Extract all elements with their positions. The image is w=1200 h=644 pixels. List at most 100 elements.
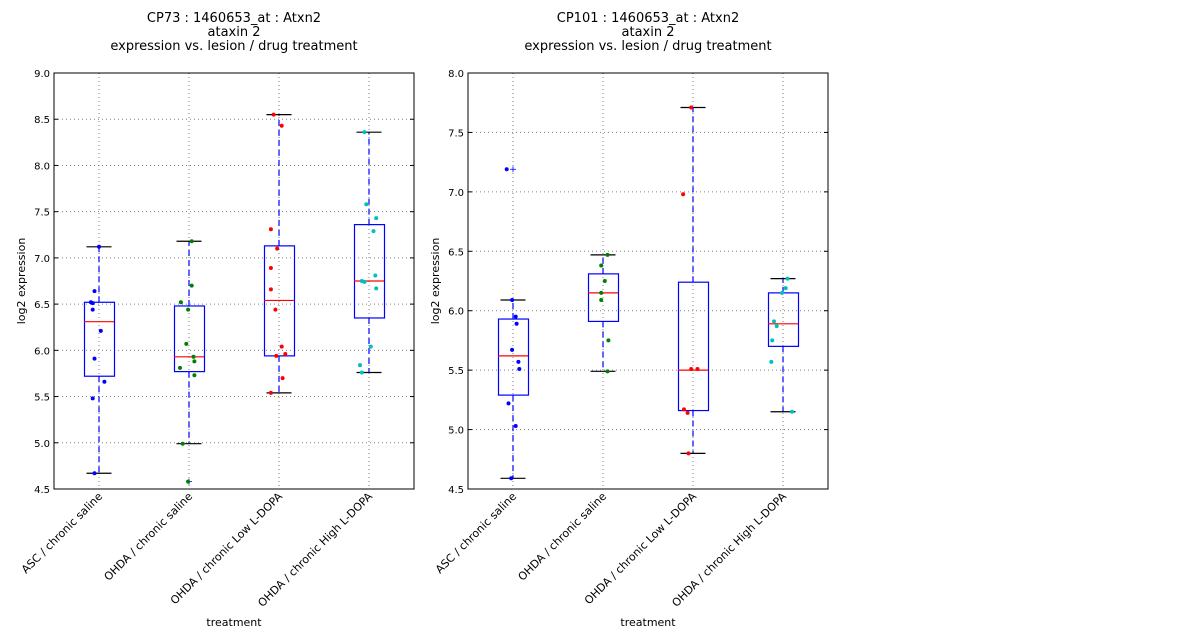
data-point [517, 366, 522, 371]
data-point [513, 424, 518, 429]
box-iqr [767, 292, 800, 347]
data-point [374, 286, 379, 291]
box-iqr [677, 281, 710, 412]
data-point [268, 287, 273, 292]
y-tick-label: 7.0 [448, 188, 464, 199]
data-point [274, 353, 279, 358]
data-point [268, 390, 273, 395]
y-tick-label: 6.0 [34, 346, 50, 357]
data-point [510, 347, 515, 352]
data-point [686, 451, 691, 456]
data-point [362, 130, 367, 135]
x-tick-label: ASC / chronic saline [433, 490, 519, 576]
grid: 4.5 5.0 5.5 6.0 6.5 7.0 7.5 8.0 8.5 9.0 [34, 69, 414, 496]
y-tick-label: 8.0 [448, 69, 464, 80]
data-point [695, 366, 700, 371]
data-point [681, 192, 686, 197]
box-group: OHDA / chronic saline [516, 252, 620, 584]
data-point [189, 283, 194, 288]
data-point [374, 216, 379, 221]
chart-title-line-3: expression vs. lesion / drug treatment [524, 39, 771, 54]
data-point [178, 300, 183, 305]
box-iqr [83, 301, 116, 377]
data-point [682, 407, 686, 412]
data-point [268, 266, 273, 271]
box-group: OHDA / chronic High L-DOPA [255, 130, 386, 610]
data-point [772, 319, 776, 324]
data-point [279, 123, 284, 128]
y-axis-label: log2 expression [15, 238, 28, 325]
data-point [184, 341, 189, 346]
y-tick-label: 8.5 [34, 115, 50, 126]
y-tick-label: 6.5 [34, 300, 50, 311]
y-axis-label: log2 expression [429, 238, 442, 325]
data-point [273, 307, 278, 312]
data-point [191, 354, 196, 359]
data-point [271, 112, 276, 117]
y-tick-label: 5.5 [34, 393, 50, 404]
x-tick-label: OHDA / chronic saline [516, 490, 610, 584]
data-point [275, 246, 280, 251]
data-point [98, 328, 103, 333]
data-point [364, 202, 369, 207]
data-point [774, 324, 779, 329]
data-point [783, 286, 788, 291]
x-tick-label: ASC / chronic saline [19, 490, 105, 576]
data-point [599, 290, 604, 295]
y-tick-label: 4.5 [448, 485, 464, 496]
data-point [180, 441, 185, 446]
data-point [192, 359, 197, 364]
data-point [268, 227, 273, 232]
data-point [769, 359, 774, 364]
chart-title-line-1: CP101 : 1460653_at : Atxn2 [557, 11, 739, 26]
data-point [283, 352, 288, 357]
y-tick-label: 7.5 [448, 128, 464, 139]
data-point [362, 279, 367, 284]
data-point [280, 376, 285, 381]
data-point [92, 471, 97, 476]
data-point [186, 307, 191, 312]
data-point [504, 167, 509, 172]
chart-title: CP101 : 1460653_at : Atxn2 ataxin 2 expr… [524, 11, 771, 54]
data-point [178, 365, 182, 370]
data-point [373, 273, 378, 278]
data-point [358, 363, 362, 368]
y-tick-label: 5.0 [448, 426, 464, 437]
grid: 4.5 5.0 5.5 6.0 6.5 7.0 7.5 8.0 [448, 69, 828, 496]
data-point [770, 338, 775, 343]
data-point [785, 276, 790, 281]
data-point [513, 314, 518, 319]
data-point [599, 263, 604, 268]
box-iqr [587, 273, 620, 323]
data-point [92, 356, 97, 361]
data-point [516, 359, 521, 364]
data-point [192, 373, 197, 378]
y-tick-label: 7.5 [34, 208, 50, 219]
data-point [606, 338, 611, 343]
data-point [514, 321, 519, 326]
y-tick-label: 4.5 [34, 485, 50, 496]
box-group: OHDA / chronic High L-DOPA [669, 276, 800, 610]
box-group: ASC / chronic saline [19, 244, 116, 576]
data-point [92, 289, 97, 294]
data-point [602, 279, 607, 283]
plot-frame [467, 72, 829, 490]
data-point [279, 344, 284, 349]
chart-title-line-1: CP73 : 1460653_at : Atxn2 [147, 11, 321, 26]
y-tick-label: 6.5 [448, 247, 464, 258]
y-tick-label: 9.0 [34, 69, 50, 80]
data-point [102, 379, 107, 384]
box-iqr [497, 318, 530, 396]
data-point [189, 239, 194, 244]
chart-title-line-2: ataxin 2 [622, 25, 675, 40]
boxplot-chart-cp101: CP101 : 1460653_at : Atxn2 ataxin 2 expr… [429, 11, 829, 629]
data-point [780, 290, 785, 295]
box-group: OHDA / chronic Low L-DOPA [168, 112, 296, 607]
data-point [359, 370, 364, 375]
data-point [599, 298, 604, 303]
box-group: OHDA / chronic Low L-DOPA [582, 105, 710, 607]
y-tick-label: 8.0 [34, 161, 50, 172]
box-iqr [173, 305, 206, 373]
